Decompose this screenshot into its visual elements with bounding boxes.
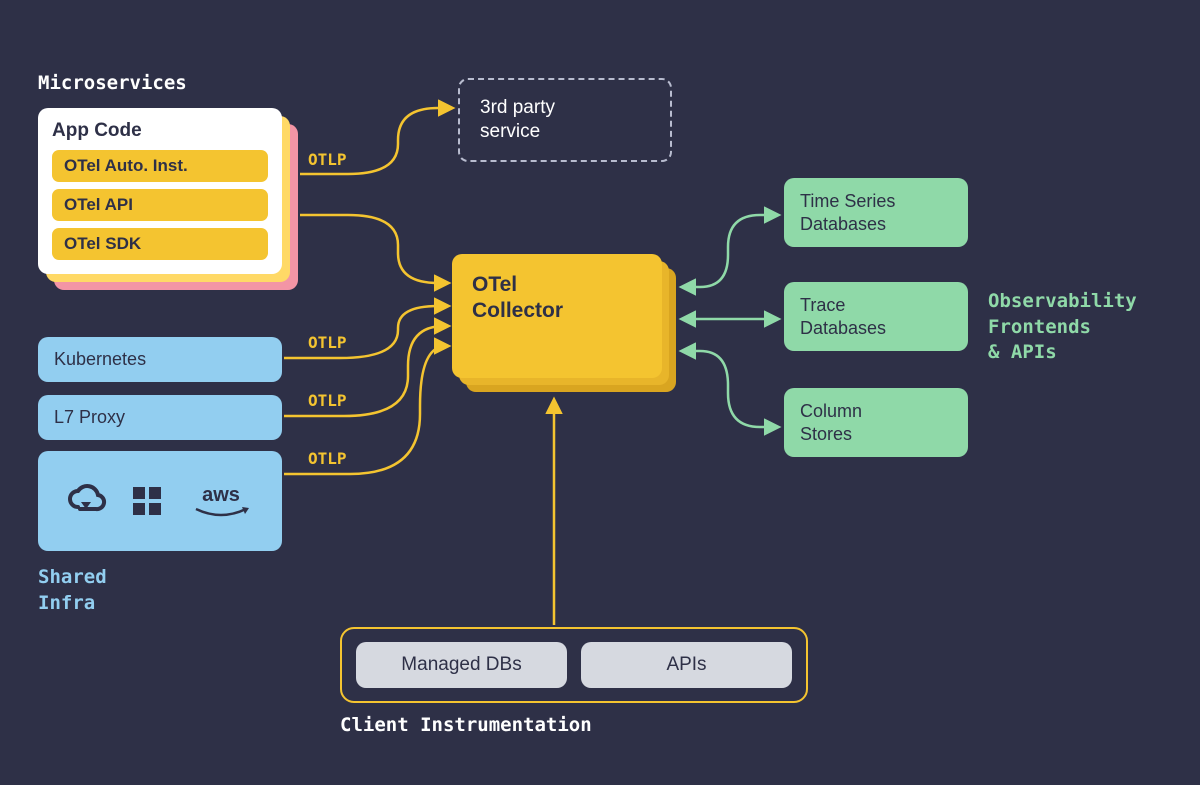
appcode-title: App Code xyxy=(52,120,268,142)
azure-icon xyxy=(125,479,169,523)
edge-app-to-collector xyxy=(300,215,448,283)
otlp-label-3: OTLP xyxy=(308,391,347,410)
otlp-label-2: OTLP xyxy=(308,333,347,352)
aws-icon: aws xyxy=(186,479,256,523)
edge-collector-ts xyxy=(682,215,778,287)
appcode-stack: App Code OTel Auto. Inst. OTel API OTel … xyxy=(38,108,282,274)
microservices-label: Microservices xyxy=(38,72,187,94)
column-stores-box: Column Stores xyxy=(784,388,968,457)
observability-label: Observability Frontends & APIs xyxy=(988,289,1137,366)
gcloud-icon xyxy=(64,479,108,523)
trace-db-box: Trace Databases xyxy=(784,282,968,351)
third-party-box: 3rd party service xyxy=(458,78,672,162)
managed-dbs-pill: Managed DBs xyxy=(356,642,567,688)
l7-proxy-box: L7 Proxy xyxy=(38,395,282,440)
appcode-item-sdk: OTel SDK xyxy=(52,228,268,260)
kubernetes-box: Kubernetes xyxy=(38,337,282,382)
timeseries-db-box: Time Series Databases xyxy=(784,178,968,247)
otlp-label-4: OTLP xyxy=(308,449,347,468)
svg-text:aws: aws xyxy=(202,484,240,506)
edge-collector-column xyxy=(682,351,778,427)
shared-infra-label: Shared Infra xyxy=(38,565,107,616)
client-instrumentation-label: Client Instrumentation xyxy=(340,714,592,736)
appcode-item-auto-inst: OTel Auto. Inst. xyxy=(52,150,268,182)
otlp-label-1: OTLP xyxy=(308,150,347,169)
cloud-providers-box: aws xyxy=(38,451,282,551)
client-instrumentation-box: Managed DBs APIs xyxy=(340,627,808,703)
appcode-card: App Code OTel Auto. Inst. OTel API OTel … xyxy=(38,108,282,274)
apis-pill: APIs xyxy=(581,642,792,688)
collector-card: OTel Collector xyxy=(452,254,662,378)
collector-stack: OTel Collector xyxy=(452,254,662,378)
appcode-item-api: OTel API xyxy=(52,189,268,221)
